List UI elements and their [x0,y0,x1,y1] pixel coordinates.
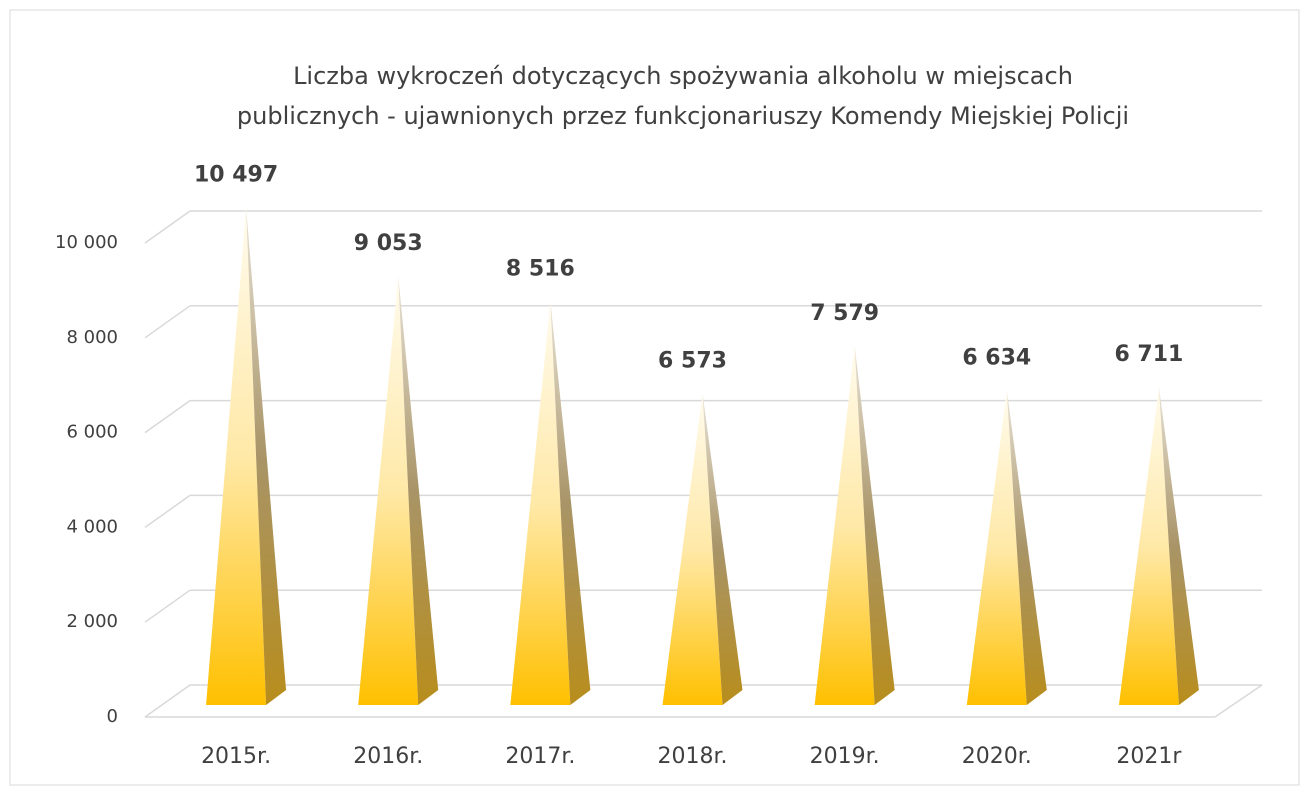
grid-line [144,684,191,718]
y-tick-label: 6 000 [66,422,118,443]
grid-line [144,305,191,339]
data-label: 10 497 [194,162,278,187]
y-tick-label: 8 000 [66,327,118,348]
pyramid-front [206,207,267,705]
data-label: 6 634 [962,346,1031,371]
pyramid-side [398,275,439,705]
data-label: 9 053 [354,231,423,256]
grid-line [144,589,191,623]
pyramid-front [510,301,571,705]
data-label: 8 516 [506,256,575,281]
y-tick-label: 0 [107,706,118,727]
pyramid [814,345,895,705]
pyramid-side [854,345,895,705]
pyramid [662,393,743,705]
pyramid-side [1006,390,1047,705]
pyramid-front [966,390,1027,705]
chart-frame [9,9,1300,786]
y-tick-label: 2 000 [66,611,118,632]
data-label: 6 573 [658,348,727,373]
pyramid-front [814,345,875,705]
x-tick-label: 2021r [1116,744,1182,769]
grid-line [144,210,191,244]
chart-title: publicznych - ujawnionych przez funkcjon… [237,102,1129,130]
pyramid [966,390,1047,705]
pyramid [1118,386,1199,705]
chart-title: Liczba wykroczeń dotyczących spożywania … [293,62,1073,90]
y-tick-label: 4 000 [66,516,118,537]
x-tick-label: 2017r. [505,744,575,769]
grid-line [144,399,191,434]
pyramid-front [1118,386,1179,705]
pyramid-side [702,393,743,705]
data-label: 6 711 [1114,342,1183,367]
pyramid [358,275,439,705]
x-tick-label: 2018r. [657,744,727,769]
pyramid [206,207,287,705]
x-tick-label: 2015r. [201,744,271,769]
x-tick-label: 2020r. [962,744,1032,769]
pyramid-side [550,301,591,705]
x-tick-label: 2016r. [353,744,423,769]
floor-line [1214,684,1263,718]
x-tick-label: 2019r. [810,744,880,769]
y-tick-label: 10 000 [55,232,118,253]
data-label: 7 579 [810,301,879,326]
grid-line [144,494,191,529]
pyramid-side [246,207,287,705]
pyramid-side [1158,386,1199,705]
pyramid [510,301,591,705]
pyramid-front [358,275,419,705]
